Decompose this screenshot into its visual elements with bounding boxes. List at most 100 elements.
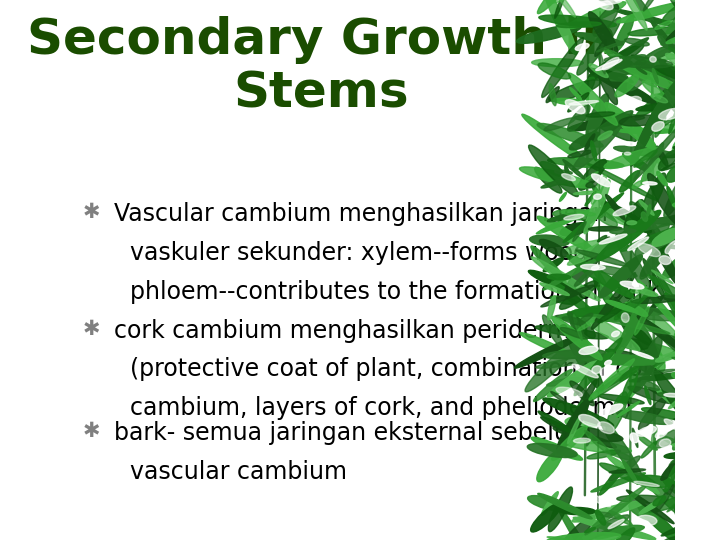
- Text: (protective coat of plant, combination of cork: (protective coat of plant, combination o…: [130, 357, 665, 381]
- Ellipse shape: [636, 434, 657, 450]
- Ellipse shape: [609, 456, 640, 481]
- Ellipse shape: [600, 47, 659, 83]
- Ellipse shape: [596, 59, 622, 71]
- Ellipse shape: [575, 44, 589, 50]
- Ellipse shape: [640, 219, 684, 279]
- Ellipse shape: [631, 316, 658, 361]
- Ellipse shape: [633, 475, 675, 488]
- Ellipse shape: [624, 200, 644, 232]
- Ellipse shape: [549, 80, 601, 102]
- Ellipse shape: [662, 478, 696, 503]
- Ellipse shape: [577, 77, 595, 100]
- Ellipse shape: [569, 73, 618, 125]
- Ellipse shape: [541, 417, 580, 437]
- Ellipse shape: [595, 512, 625, 519]
- Ellipse shape: [515, 335, 581, 368]
- Text: Secondary Growth in
Stems: Secondary Growth in Stems: [27, 16, 617, 118]
- Ellipse shape: [557, 22, 601, 28]
- Ellipse shape: [600, 368, 608, 376]
- Ellipse shape: [592, 185, 613, 220]
- Ellipse shape: [667, 0, 690, 8]
- Ellipse shape: [528, 270, 580, 294]
- Ellipse shape: [609, 55, 646, 70]
- Ellipse shape: [536, 209, 593, 234]
- Ellipse shape: [550, 0, 570, 3]
- Ellipse shape: [589, 116, 636, 141]
- Ellipse shape: [655, 485, 674, 513]
- Ellipse shape: [591, 266, 599, 270]
- Ellipse shape: [531, 437, 582, 460]
- Ellipse shape: [620, 361, 646, 381]
- Ellipse shape: [528, 496, 564, 511]
- Ellipse shape: [561, 438, 631, 454]
- Ellipse shape: [539, 239, 568, 257]
- Ellipse shape: [567, 333, 603, 391]
- Ellipse shape: [651, 94, 667, 103]
- Ellipse shape: [660, 435, 720, 471]
- Ellipse shape: [628, 386, 676, 404]
- Ellipse shape: [642, 173, 666, 217]
- Ellipse shape: [585, 484, 648, 535]
- Ellipse shape: [528, 145, 578, 197]
- Ellipse shape: [599, 234, 627, 244]
- Ellipse shape: [653, 265, 686, 326]
- Ellipse shape: [661, 509, 720, 536]
- Ellipse shape: [633, 352, 653, 359]
- Ellipse shape: [549, 487, 572, 532]
- Ellipse shape: [595, 510, 606, 525]
- Ellipse shape: [616, 401, 639, 417]
- Ellipse shape: [557, 400, 589, 453]
- Ellipse shape: [674, 418, 708, 423]
- Ellipse shape: [616, 291, 650, 356]
- Ellipse shape: [575, 33, 624, 45]
- Ellipse shape: [609, 511, 632, 525]
- Ellipse shape: [634, 150, 657, 167]
- Ellipse shape: [575, 267, 596, 286]
- Ellipse shape: [652, 69, 658, 84]
- Ellipse shape: [614, 287, 653, 320]
- Ellipse shape: [589, 38, 649, 77]
- Ellipse shape: [598, 73, 628, 81]
- Ellipse shape: [527, 443, 577, 457]
- Ellipse shape: [595, 40, 606, 56]
- Ellipse shape: [637, 427, 657, 436]
- Ellipse shape: [560, 327, 588, 339]
- Ellipse shape: [628, 237, 649, 251]
- Ellipse shape: [531, 257, 600, 301]
- Ellipse shape: [649, 125, 716, 134]
- Ellipse shape: [665, 46, 684, 56]
- Ellipse shape: [626, 490, 674, 524]
- Ellipse shape: [606, 349, 653, 362]
- Ellipse shape: [657, 172, 667, 186]
- Ellipse shape: [558, 506, 594, 540]
- Ellipse shape: [537, 449, 563, 482]
- Ellipse shape: [516, 25, 581, 43]
- Ellipse shape: [662, 251, 695, 279]
- Ellipse shape: [655, 430, 667, 438]
- Ellipse shape: [587, 163, 658, 201]
- Ellipse shape: [541, 178, 571, 188]
- Ellipse shape: [531, 503, 561, 532]
- Ellipse shape: [592, 1, 621, 5]
- Ellipse shape: [540, 283, 570, 295]
- Ellipse shape: [573, 315, 582, 340]
- Ellipse shape: [652, 21, 676, 52]
- Ellipse shape: [585, 134, 595, 150]
- Ellipse shape: [541, 38, 583, 97]
- Ellipse shape: [671, 96, 690, 104]
- Ellipse shape: [666, 149, 680, 155]
- Ellipse shape: [585, 192, 596, 206]
- Ellipse shape: [665, 419, 678, 429]
- Ellipse shape: [571, 312, 595, 338]
- Ellipse shape: [562, 317, 585, 325]
- Ellipse shape: [647, 205, 651, 216]
- Ellipse shape: [546, 377, 580, 386]
- Ellipse shape: [539, 15, 616, 28]
- Ellipse shape: [654, 245, 672, 256]
- Ellipse shape: [665, 53, 701, 75]
- Ellipse shape: [576, 250, 629, 266]
- Ellipse shape: [639, 397, 667, 430]
- Ellipse shape: [659, 256, 671, 265]
- Ellipse shape: [570, 381, 594, 406]
- Ellipse shape: [631, 287, 647, 293]
